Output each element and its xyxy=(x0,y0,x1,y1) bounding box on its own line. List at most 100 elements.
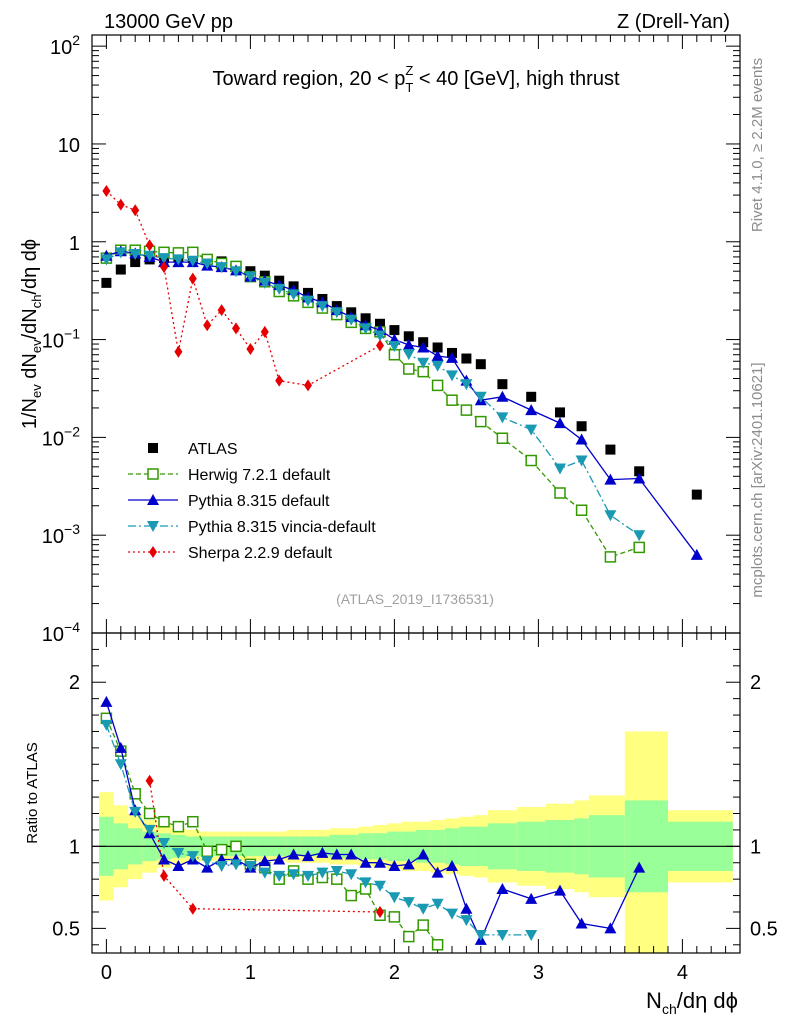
ratio-series-layer xyxy=(92,695,740,951)
main-atlas-point xyxy=(115,264,126,275)
ratio-vincia-series xyxy=(100,719,538,941)
ratio-vincia-point xyxy=(431,898,444,910)
main-vincia-point xyxy=(402,349,415,361)
ratio-herwig-point xyxy=(187,815,199,828)
main-atlas-point xyxy=(691,489,702,500)
ratio-vincia-point xyxy=(244,861,257,873)
main-vincia-point xyxy=(525,424,538,436)
ratio-panel-frame xyxy=(91,632,741,954)
ratio-vincia-point xyxy=(258,867,271,879)
ratio-pythia-point xyxy=(460,902,473,914)
ratio-herwig-point xyxy=(403,930,415,943)
ratio-vincia-point xyxy=(388,892,401,904)
main-sherpa-series xyxy=(102,185,384,392)
main-vincia-point xyxy=(417,357,430,369)
ratio-pythia-point xyxy=(316,846,329,858)
main-pythia-point xyxy=(604,473,617,485)
main-pythia-point xyxy=(554,417,566,429)
ratio-pythia-point xyxy=(273,853,286,865)
main-atlas-point xyxy=(605,444,616,455)
ylabel-c-sub: ch xyxy=(29,295,44,309)
main-pythia-point xyxy=(633,472,646,484)
main-vincia-point xyxy=(575,455,588,467)
main-herwig-point xyxy=(431,379,444,392)
main-vincia-point xyxy=(496,412,509,424)
main-y-tick-label: 10−1 xyxy=(42,326,80,353)
legend-marker-herwig xyxy=(147,468,159,480)
legend-marker-atlas xyxy=(148,443,158,453)
main-herwig-point xyxy=(496,432,509,444)
ratio-vincia-point xyxy=(143,824,156,836)
main-vincia-point xyxy=(302,295,314,307)
xlabel-b: /dη dϕ xyxy=(677,988,738,1013)
main-y-tick-label: 102 xyxy=(50,32,80,59)
x-axis-label: Nch/dη dϕ xyxy=(646,988,738,1017)
main-vincia-point xyxy=(316,301,329,313)
ratio-vincia-point xyxy=(374,880,386,892)
ratio-y-tick-label-left: 2 xyxy=(69,672,80,694)
main-y-tick-label: 10−3 xyxy=(42,521,80,548)
tick-base: 10 xyxy=(42,526,64,548)
main-sherpa-point xyxy=(131,204,140,217)
main-vincia-point xyxy=(330,307,343,319)
main-vincia-point xyxy=(474,391,487,403)
ratio-pythia-point xyxy=(575,917,588,929)
main-sherpa-point xyxy=(203,319,212,332)
main-vincia-series xyxy=(100,247,646,542)
ratio-herwig-point xyxy=(143,807,156,820)
ratio-vincia-point xyxy=(201,856,214,868)
ratio-pythia-point xyxy=(172,860,185,872)
ratio-vincia-point xyxy=(460,915,473,927)
main-herwig-point xyxy=(460,404,473,416)
main-pythia-line xyxy=(106,250,698,556)
main-pythia-point xyxy=(690,548,703,560)
ratio-vincia-point xyxy=(474,929,487,941)
ratio-vincia-point xyxy=(273,870,286,882)
ratio-y-tick-label-right: 0.5 xyxy=(750,918,778,940)
legend-marker-pythia xyxy=(147,494,159,505)
mcplots-side-label: mcplots.cern.ch [arXiv:2401.10621] xyxy=(749,362,766,597)
main-vincia-point xyxy=(215,262,228,274)
main-y-tick-label: 10 xyxy=(58,135,80,157)
ratio-vincia-point xyxy=(230,859,242,871)
ratio-pythia-point xyxy=(374,856,386,868)
main-pythia-point xyxy=(525,404,538,416)
ratio-pythia-point xyxy=(604,922,617,934)
main-y-tick-label: 10−4 xyxy=(42,619,80,646)
ratio-herwig-point xyxy=(388,911,401,923)
tick-exponent: −4 xyxy=(64,619,80,635)
ratio-sherpa-point xyxy=(376,905,384,918)
main-y-tick-label: 10−2 xyxy=(42,423,80,450)
ratio-pythia-point xyxy=(525,892,538,904)
main-vincia-point xyxy=(186,255,199,267)
ratio-y-tick-label-right: 1 xyxy=(750,836,761,858)
main-herwig-point xyxy=(575,504,588,516)
ratio-vincia-point xyxy=(100,719,113,731)
legend-label-herwig: Herwig 7.2.1 default xyxy=(188,467,331,484)
x-tick-label: 0 xyxy=(101,962,112,984)
ratio-pythia-point xyxy=(345,848,358,860)
main-atlas-point xyxy=(634,466,645,477)
tick-base: 10 xyxy=(42,428,64,450)
main-vincia-point xyxy=(129,248,142,260)
ratio-herwig-point xyxy=(215,843,228,856)
ratio-vincia-point xyxy=(129,806,142,818)
ratio-vincia-point xyxy=(345,869,358,881)
ratio-pythia-point xyxy=(633,861,646,873)
ratio-sherpa-series xyxy=(145,774,384,918)
main-vincia-point xyxy=(633,530,646,542)
main-atlas-point xyxy=(576,421,587,432)
ratio-tick-labels: 0.5 0.5 1 1 2 2 0 1 2 3 4 xyxy=(52,672,778,984)
ratio-sherpa-point xyxy=(160,869,168,882)
ratio-vincia-point xyxy=(525,929,538,941)
ratio-vincia-point xyxy=(172,847,185,859)
ylabel-a-sub: ev xyxy=(29,384,44,398)
ratio-pythia-point xyxy=(359,856,372,868)
main-vincia-point xyxy=(359,323,372,335)
ratio-vincia-point xyxy=(417,903,430,915)
main-sherpa-point xyxy=(376,339,384,352)
main-vincia-point xyxy=(345,314,358,326)
tick-exponent: −1 xyxy=(64,326,80,342)
ratio-pythia-point xyxy=(258,855,271,867)
